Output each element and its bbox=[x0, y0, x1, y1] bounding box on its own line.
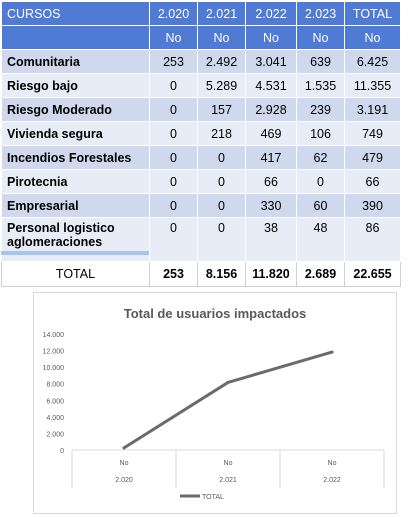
y-tick-label: 8.000 bbox=[46, 382, 64, 389]
totals-cell: 8.156 bbox=[197, 261, 246, 287]
row-category: Empresarial bbox=[1, 193, 150, 218]
row-category: Vivienda segura bbox=[1, 121, 150, 146]
x-tick-label-top: No bbox=[328, 460, 337, 467]
x-tick-label-top: No bbox=[224, 460, 233, 467]
row-value: 417 bbox=[245, 145, 297, 170]
table-row: Incendios Forestales 0 0 417 62 479 bbox=[1, 145, 401, 170]
row-category: Pirotecnia bbox=[1, 169, 150, 194]
row-value: 2.492 bbox=[197, 49, 246, 74]
row-value: 218 bbox=[197, 121, 246, 146]
courses-table: CURSOS 2.020 2.021 2.022 2.023 TOTAL No … bbox=[1, 1, 401, 287]
totals-label: TOTAL bbox=[1, 261, 150, 287]
row-value: 66 bbox=[245, 169, 297, 194]
data-point bbox=[122, 446, 126, 450]
table-row: Riesgo bajo 0 5.289 4.531 1.535 11.355 bbox=[1, 73, 401, 98]
y-tick-label: 12.000 bbox=[43, 349, 65, 356]
table-row: Pirotecnia 0 0 66 0 66 bbox=[1, 169, 401, 194]
legend-label: TOTAL bbox=[202, 494, 224, 501]
row-value: 5.289 bbox=[197, 73, 246, 98]
y-tick-label: 6.000 bbox=[46, 398, 64, 405]
row-category: Incendios Forestales bbox=[1, 145, 150, 170]
table-totals-row: TOTAL 253 8.156 11.820 2.689 22.655 bbox=[1, 261, 401, 287]
row-value: 0 bbox=[296, 169, 345, 194]
table-header-row: CURSOS 2.020 2.021 2.022 2.023 TOTAL bbox=[1, 1, 401, 26]
header-year: 2.023 bbox=[296, 1, 345, 26]
totals-cell: 253 bbox=[149, 261, 198, 287]
data-point bbox=[330, 350, 334, 354]
line-chart: Total de usuarios impactados 0 2.000 4.000 6… bbox=[33, 292, 397, 514]
row-total: 66 bbox=[344, 169, 401, 194]
row-value: 0 bbox=[197, 169, 246, 194]
subheader-cell: No bbox=[344, 25, 401, 50]
x-tick-label-bottom: 2.021 bbox=[219, 477, 237, 484]
row-total: 11.355 bbox=[344, 73, 401, 98]
header-year: 2.021 bbox=[197, 1, 246, 26]
row-value: 0 bbox=[149, 121, 198, 146]
row-value: 3.041 bbox=[245, 49, 297, 74]
header-year: 2.022 bbox=[245, 1, 297, 26]
series-line-total bbox=[122, 350, 334, 450]
row-value: 62 bbox=[296, 145, 345, 170]
row-value: 48 bbox=[296, 217, 345, 262]
row-value: 0 bbox=[197, 217, 246, 262]
table-row: Riesgo Moderado 0 157 2.928 239 3.191 bbox=[1, 97, 401, 122]
data-point bbox=[226, 380, 230, 384]
row-value: 0 bbox=[149, 97, 198, 122]
row-total: 6.425 bbox=[344, 49, 401, 74]
y-tick-label: 10.000 bbox=[43, 365, 65, 372]
row-value: 38 bbox=[245, 217, 297, 262]
subheader-cell: No bbox=[149, 25, 198, 50]
totals-cell: 11.820 bbox=[245, 261, 297, 287]
row-total: 749 bbox=[344, 121, 401, 146]
header-blank bbox=[1, 25, 150, 50]
row-value: 0 bbox=[149, 169, 198, 194]
row-value: 2.928 bbox=[245, 97, 297, 122]
x-tick-label-top: No bbox=[120, 460, 129, 467]
x-tick-label-bottom: 2.020 bbox=[115, 477, 133, 484]
row-value: 106 bbox=[296, 121, 345, 146]
totals-cell: 2.689 bbox=[296, 261, 345, 287]
chart-canvas: Total de usuarios impactados 0 2.000 4.000 6… bbox=[43, 306, 385, 501]
row-value: 0 bbox=[149, 145, 198, 170]
table-row: Empresarial 0 0 330 60 390 bbox=[1, 193, 401, 218]
row-total: 390 bbox=[344, 193, 401, 218]
row-value: 0 bbox=[197, 193, 246, 218]
subheader-cell: No bbox=[296, 25, 345, 50]
row-value: 60 bbox=[296, 193, 345, 218]
y-tick-label: 0 bbox=[60, 448, 64, 455]
table-row: Vivienda segura 0 218 469 106 749 bbox=[1, 121, 401, 146]
row-value: 253 bbox=[149, 49, 198, 74]
row-value: 0 bbox=[197, 145, 246, 170]
y-tick-label: 4.000 bbox=[46, 415, 64, 422]
row-total: 86 bbox=[344, 217, 401, 262]
row-underline bbox=[1, 251, 149, 255]
row-value: 1.535 bbox=[296, 73, 345, 98]
row-value: 0 bbox=[149, 217, 198, 262]
subheader-cell: No bbox=[197, 25, 246, 50]
y-tick-label: 2.000 bbox=[46, 431, 64, 438]
table-subheader-row: No No No No No bbox=[1, 25, 401, 50]
row-category: Comunitaria bbox=[1, 49, 150, 74]
header-year: 2.020 bbox=[149, 1, 198, 26]
row-value: 157 bbox=[197, 97, 246, 122]
row-value: 0 bbox=[149, 193, 198, 218]
row-value: 469 bbox=[245, 121, 297, 146]
header-total: TOTAL bbox=[344, 1, 401, 26]
row-value: 330 bbox=[245, 193, 297, 218]
row-total: 479 bbox=[344, 145, 401, 170]
x-tick-label-bottom: 2.022 bbox=[323, 477, 341, 484]
row-category: Riesgo Moderado bbox=[1, 97, 150, 122]
header-cursos: CURSOS bbox=[1, 1, 150, 26]
row-value: 639 bbox=[296, 49, 345, 74]
row-total: 3.191 bbox=[344, 97, 401, 122]
chart-title: Total de usuarios impactados bbox=[124, 306, 307, 321]
row-value: 4.531 bbox=[245, 73, 297, 98]
row-value: 0 bbox=[149, 73, 198, 98]
table-row: Comunitaria 253 2.492 3.041 639 6.425 bbox=[1, 49, 401, 74]
y-tick-label: 14.000 bbox=[43, 332, 65, 339]
totals-grand-total: 22.655 bbox=[344, 261, 401, 287]
row-value: 239 bbox=[296, 97, 345, 122]
subheader-cell: No bbox=[245, 25, 297, 50]
row-category: Riesgo bajo bbox=[1, 73, 150, 98]
